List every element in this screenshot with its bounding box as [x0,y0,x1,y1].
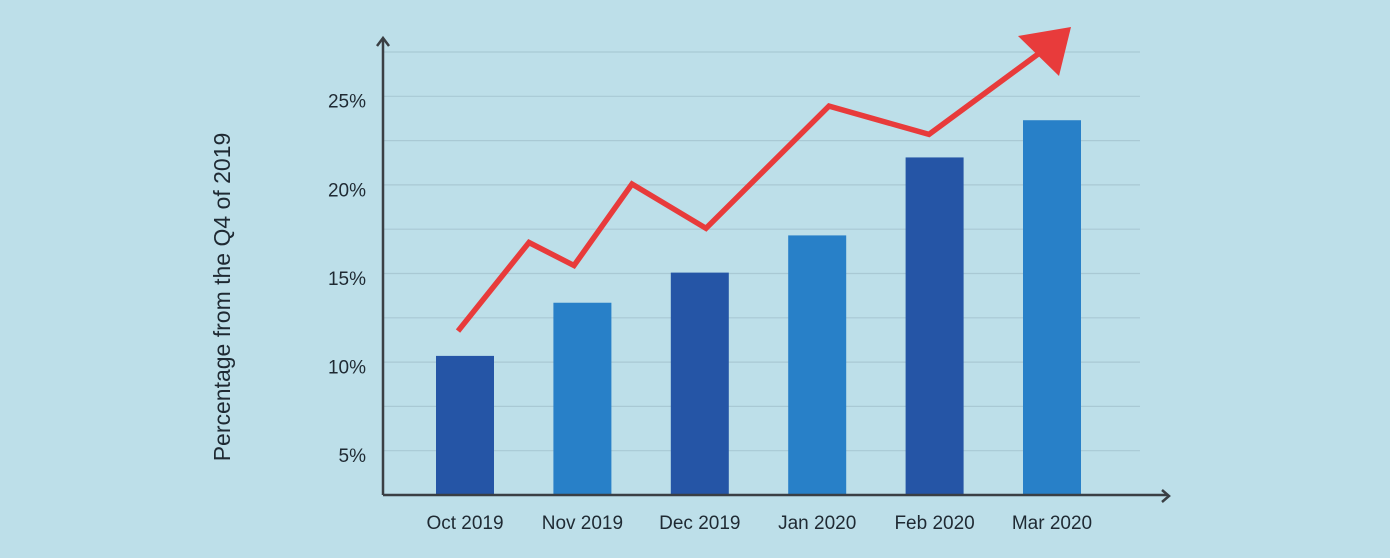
x-tick-label: Jan 2020 [778,513,856,534]
bar-dec-2019 [670,272,729,495]
bar-feb-2020 [905,157,964,495]
bar-jan-2020 [788,235,847,496]
bar-oct-2019 [436,355,494,495]
bar-nov-2019 [553,302,612,495]
x-tick-label: Nov 2019 [542,513,623,534]
trend-line [455,48,1044,333]
y-axis-arrow-icon [376,35,390,47]
trend-arrow-icon [1018,27,1071,76]
y-tick-label: 15% [328,269,366,290]
y-tick-label: 5% [339,446,367,467]
bar-mar-2020 [1023,120,1081,496]
y-tick-label: 20% [328,180,366,201]
x-tick-label: Mar 2020 [1012,513,1092,534]
x-tick-label: Dec 2019 [659,513,740,534]
x-tick-label: Oct 2019 [426,513,503,534]
x-tick-label: Feb 2020 [894,513,974,534]
y-axis-title: Percentage from the Q4 of 2019 [209,133,235,462]
y-tick-label: 25% [328,92,366,113]
y-tick-label: 10% [328,358,366,379]
x-axis-arrow-icon [1161,489,1171,503]
